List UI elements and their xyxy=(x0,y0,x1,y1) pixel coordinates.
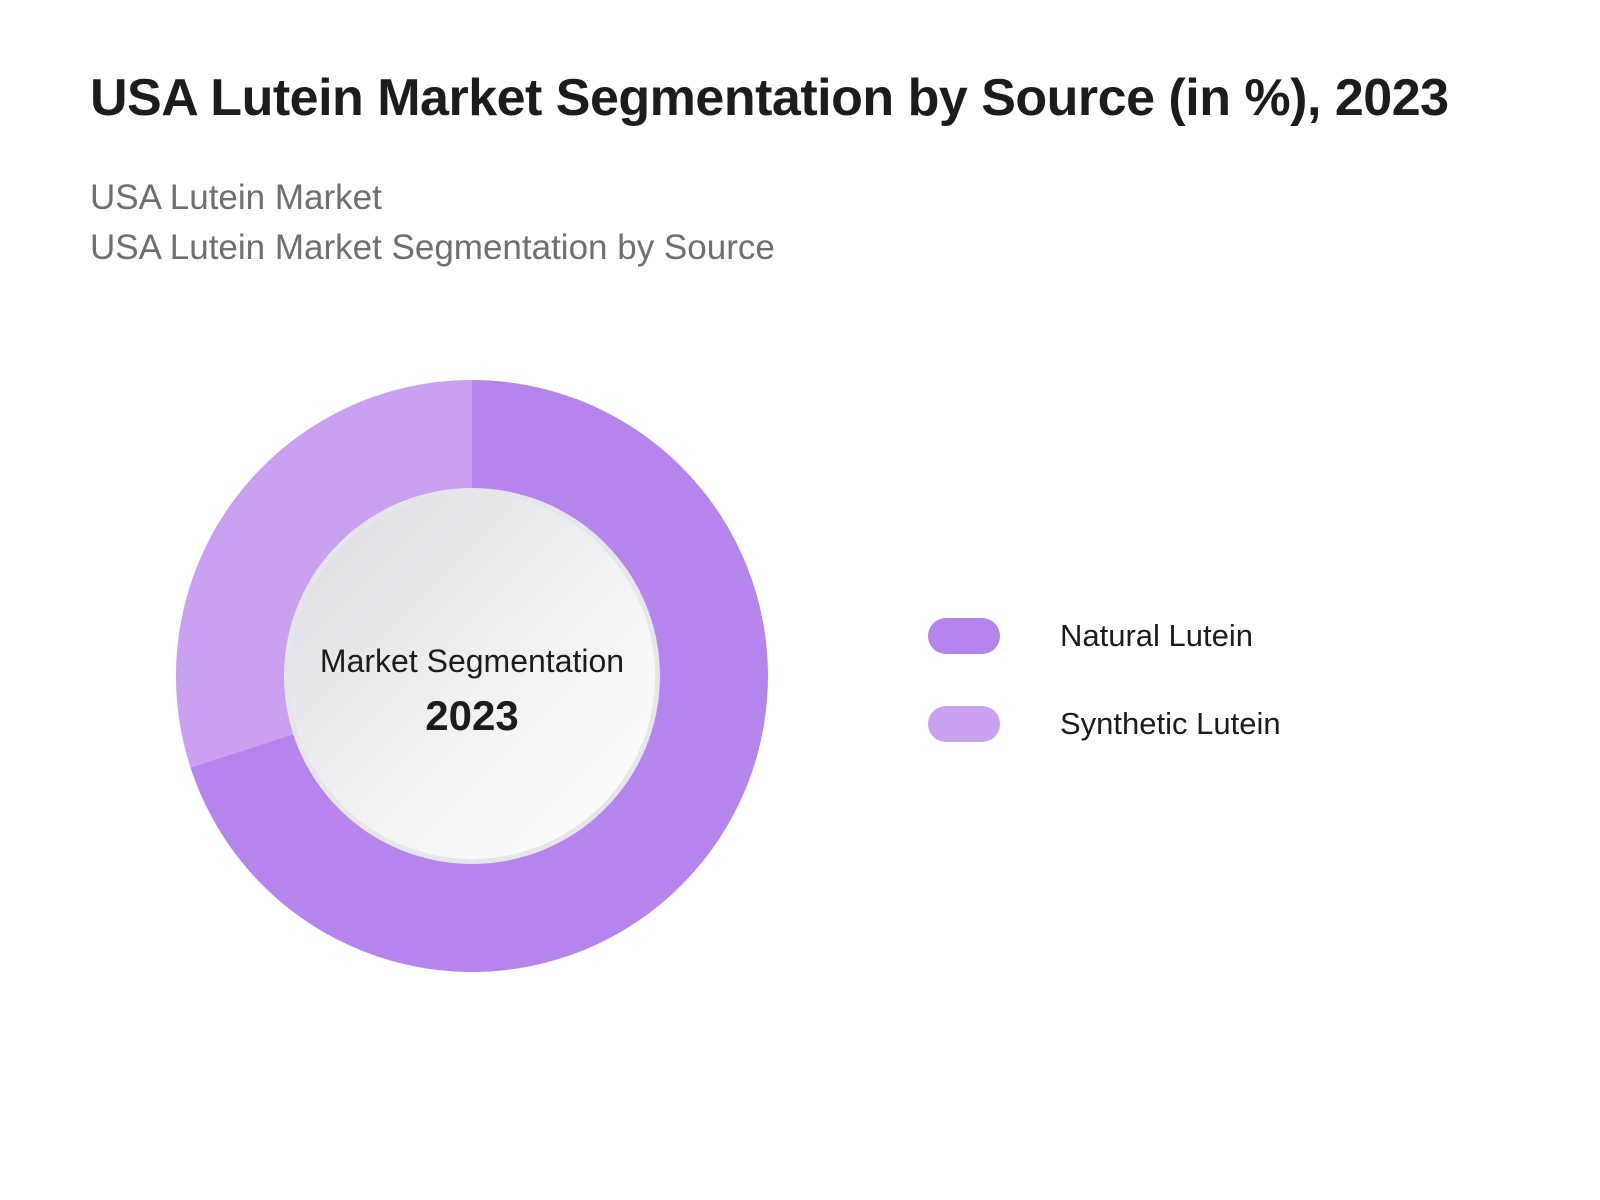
slice-natural-lutein xyxy=(190,380,769,972)
chart-title: USA Lutein Market Segmentation by Source… xyxy=(90,69,1449,127)
legend-swatch xyxy=(928,706,1000,742)
center-year: 2023 xyxy=(425,692,519,739)
legend-item-synthetic-lutein: Synthetic Lutein xyxy=(928,705,1281,743)
chart-subtitle-line-2: USA Lutein Market Segmentation by Source xyxy=(90,228,775,267)
center-disc xyxy=(289,493,655,859)
legend-item-natural-lutein: Natural Lutein xyxy=(928,617,1253,655)
legend-label: Natural Lutein xyxy=(1060,618,1254,653)
chart-subtitle-line-1: USA Lutein Market xyxy=(90,178,382,217)
legend-label: Synthetic Lutein xyxy=(1060,706,1281,741)
legend-swatch xyxy=(928,618,1000,654)
center-label: Market Segmentation xyxy=(319,643,625,679)
